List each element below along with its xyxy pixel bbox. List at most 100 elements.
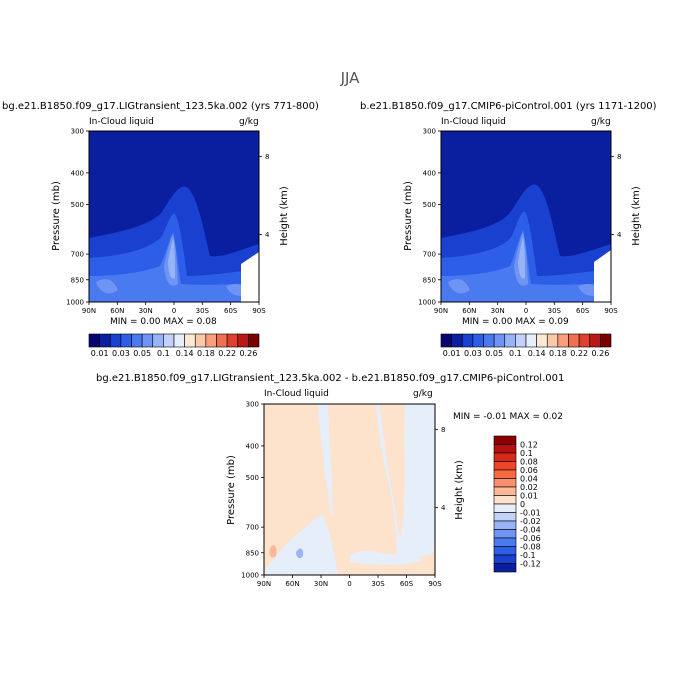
colorbar-swatch [194, 333, 207, 348]
colorbar-swatch [131, 333, 143, 348]
panel-2-y2label: Height (km) [631, 186, 642, 246]
colorbar-diff-swatch [493, 563, 517, 573]
colorbar-swatch [226, 333, 239, 348]
panel-2-ylabel: Pressure (mb) [403, 181, 414, 251]
colorbar-swatch [546, 333, 559, 348]
colorbar-swatch [163, 333, 175, 348]
colorbar-swatch [536, 333, 548, 348]
panel-1-field [89, 131, 259, 302]
colorbar-diff-label: -0.08 [520, 543, 541, 552]
colorbar-swatch [578, 333, 591, 348]
colorbar-diff-label: -0.1 [520, 551, 536, 560]
panel-1-title: bg.e21.B1850.f09_g17.LIGtransient_123.5k… [2, 101, 319, 112]
y-tick-label: 700 [246, 524, 259, 532]
colorbar-label: 0.14 [176, 349, 194, 358]
y-tick-label: 400 [423, 169, 436, 177]
x-tick-label: 90S [428, 580, 442, 588]
panel-3-y2label: Height (km) [454, 460, 465, 520]
panel-2-field [441, 131, 611, 302]
colorbar-label: 0.1 [157, 349, 170, 358]
y-tick-label: 300 [423, 128, 436, 136]
colorbar-swatch [237, 333, 249, 348]
colorbar-swatch [440, 333, 452, 348]
colorbar-label: 0.03 [112, 349, 130, 358]
y-tick-label: 1000 [418, 299, 436, 307]
y-tick-label: 300 [246, 401, 259, 409]
colorbar-diff-swatch [493, 452, 517, 462]
colorbar-swatch [568, 333, 580, 348]
x-tick-label: 90N [257, 580, 271, 588]
panel-1-y2label: Height (km) [279, 186, 290, 246]
colorbar-diff-swatch [493, 469, 517, 479]
colorbar-swatch [600, 333, 612, 348]
colorbar-label: 0.05 [485, 349, 503, 358]
x-tick-label: 90N [434, 307, 448, 315]
colorbar-diff-swatch [493, 486, 517, 496]
y-tick-label: 500 [246, 474, 259, 482]
panel-2-stats: MIN = 0.00 MAX = 0.09 [462, 317, 569, 327]
x-tick-label: 0 [524, 307, 528, 315]
colorbar-diff-label: 0.12 [520, 441, 538, 450]
colorbar-diff-swatch [493, 444, 517, 454]
colorbar-diff-swatch [493, 537, 517, 547]
colorbar-diff-swatch [493, 435, 517, 445]
colorbar-diff-label: 0.06 [520, 466, 538, 475]
colorbar-swatch [216, 333, 228, 348]
colorbar-swatch [141, 333, 154, 348]
y-tick-label: 300 [71, 128, 84, 136]
colorbar-swatch [525, 333, 537, 348]
colorbar-diff-label: 0 [520, 500, 525, 509]
y-tick-label: 1000 [66, 299, 84, 307]
colorbar-swatch [152, 333, 164, 348]
colorbar-label: 0.22 [218, 349, 236, 358]
x-tick-label: 30S [548, 307, 562, 315]
y-tick-label: 500 [71, 201, 84, 209]
colorbar-label: 0.03 [464, 349, 482, 358]
colorbar-diff-label: 0.1 [520, 449, 533, 458]
colorbar-label: 0.26 [239, 349, 257, 358]
colorbar-diff-swatch [493, 546, 517, 556]
y-tick-label: 850 [71, 276, 84, 284]
colorbar-label: 0.01 [443, 349, 461, 358]
y-tick-label: 400 [246, 442, 259, 450]
colorbar-diff-swatch [493, 512, 517, 522]
x-tick-label: 30N [491, 307, 505, 315]
colorbar-label: 0.01 [91, 349, 109, 358]
y2-tick-label: 8 [441, 426, 445, 434]
x-tick-label: 60S [224, 307, 238, 315]
colorbar-swatch [461, 333, 474, 348]
colorbar-label: 0.18 [549, 349, 567, 358]
colorbar-swatch [99, 333, 111, 348]
x-tick-label: 30S [196, 307, 210, 315]
panel-1-right-label: g/kg [239, 117, 259, 127]
colorbar-label: 0.26 [591, 349, 609, 358]
x-tick-label: 0 [347, 580, 351, 588]
x-tick-label: 60N [462, 307, 476, 315]
colorbar-label: 0.18 [197, 349, 215, 358]
panel-3-stats: MIN = -0.01 MAX = 0.02 [453, 412, 563, 422]
y-tick-label: 1000 [241, 572, 259, 580]
colorbar-diff-swatch [493, 520, 517, 530]
panel-3-ylabel: Pressure (mb) [226, 455, 237, 525]
colorbar-swatch [515, 333, 527, 348]
y2-tick-label: 4 [617, 231, 622, 239]
x-tick-label: 0 [172, 307, 176, 315]
colorbar-diff-swatch [493, 529, 517, 539]
colorbar-label: 0.05 [133, 349, 151, 358]
panel-1-stats: MIN = 0.00 MAX = 0.08 [110, 317, 217, 327]
panel-2-left-label: In-Cloud liquid [441, 117, 506, 127]
x-tick-label: 60S [576, 307, 590, 315]
x-tick-label: 30N [314, 580, 328, 588]
colorbar-diff-label: -0.01 [520, 509, 541, 518]
colorbar-label: 0.22 [570, 349, 588, 358]
colorbar-diff-label: -0.12 [520, 560, 541, 569]
colorbar-swatch [120, 333, 132, 348]
colorbar-swatch [109, 333, 122, 348]
colorbar-swatch [184, 333, 196, 348]
colorbar-swatch [589, 333, 601, 348]
y2-tick-label: 4 [265, 231, 270, 239]
main-title: JJA [340, 69, 360, 87]
y-tick-label: 700 [71, 251, 84, 259]
colorbar-diff-label: 0.02 [520, 483, 538, 492]
